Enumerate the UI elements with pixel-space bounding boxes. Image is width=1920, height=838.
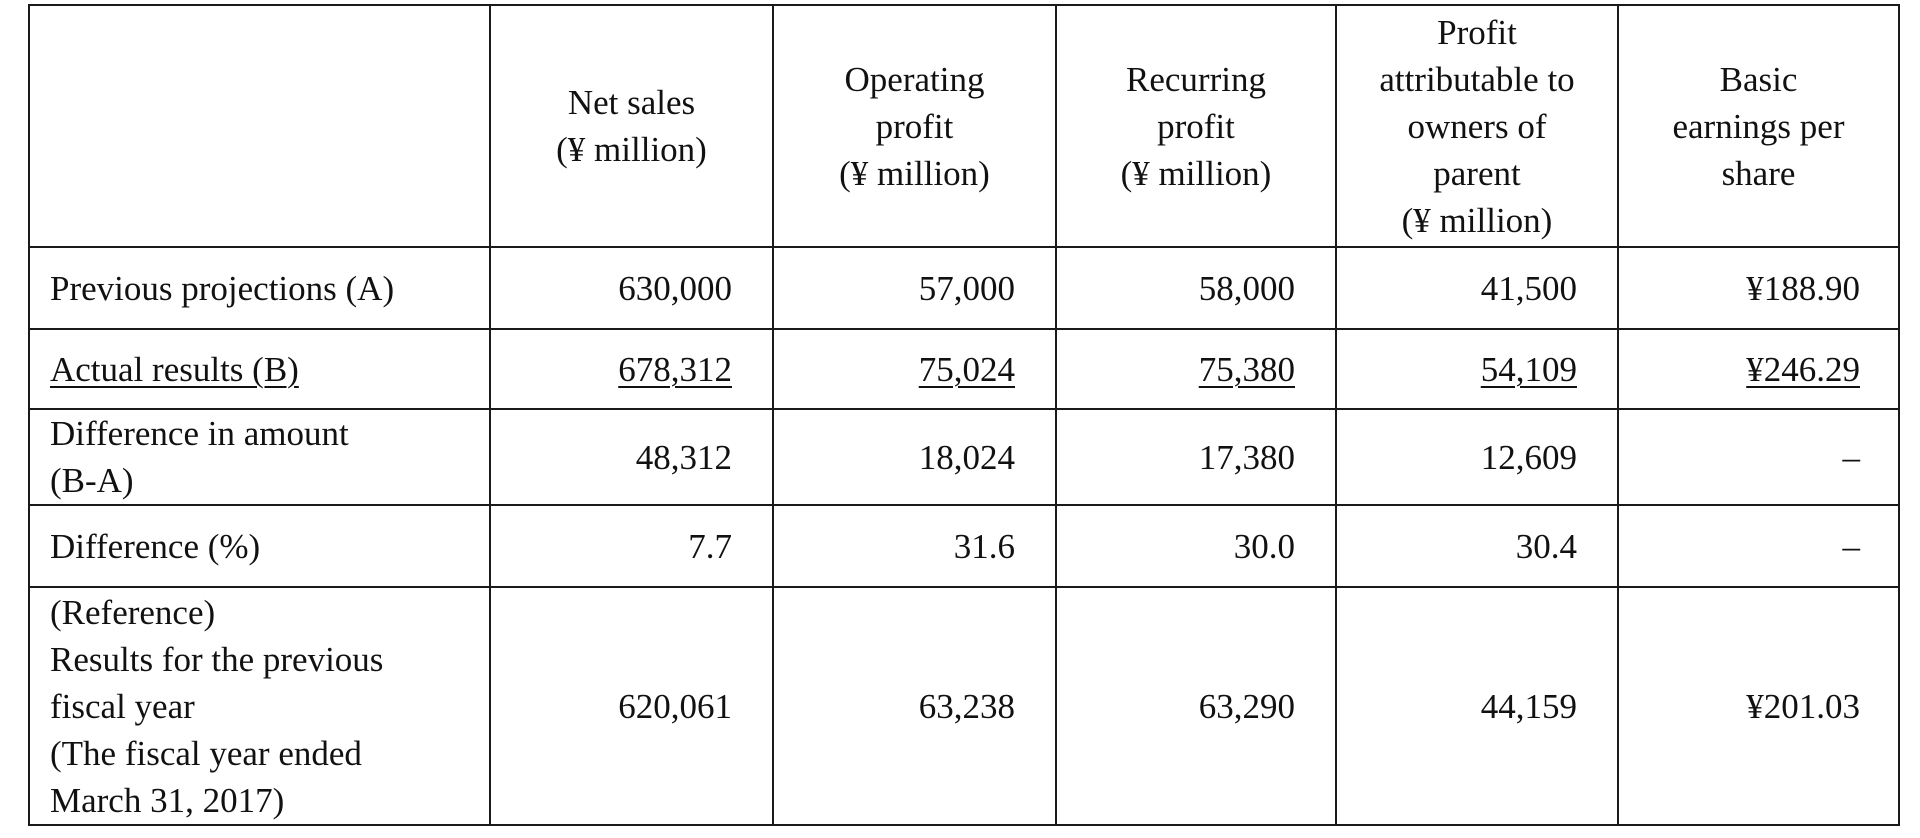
row-label-line: (The fiscal year ended	[50, 733, 362, 773]
header-cell-label	[28, 4, 491, 248]
cell-eps: –	[1617, 408, 1900, 506]
header-recurring-profit-line-1: Recurring	[1126, 59, 1266, 99]
cell-recurring-profit: 58,000	[1055, 246, 1337, 330]
table-row: Difference (%) 7.7 31.6 30.0 30.4 –	[28, 504, 1900, 588]
header-net-sales-line-2: (¥ million)	[556, 130, 707, 169]
header-eps-line-2: earnings per	[1672, 106, 1845, 146]
cell-value: 75,380	[1198, 349, 1295, 389]
cell-eps: –	[1617, 504, 1900, 588]
row-label-line: Actual results (B)	[50, 349, 299, 389]
row-label: Actual results (B)	[28, 328, 491, 410]
cell-profit-owners: 41,500	[1335, 246, 1619, 330]
results-table: Net sales (¥ million) Operating profit (…	[28, 4, 1900, 826]
cell-operating-profit: 63,238	[772, 586, 1057, 826]
cell-operating-profit: 75,024	[772, 328, 1057, 410]
header-eps-line-3: share	[1721, 153, 1796, 193]
table-row: Difference in amount (B-A) 48,312 18,024…	[28, 408, 1900, 506]
table-row: (Reference) Results for the previous fis…	[28, 586, 1900, 826]
cell-eps: ¥201.03	[1617, 586, 1900, 826]
cell-recurring-profit: 63,290	[1055, 586, 1337, 826]
header-profit-owners-line-3: owners of	[1407, 106, 1547, 146]
header-eps-line-1: Basic	[1719, 59, 1798, 99]
header-profit-owners-line-1: Profit	[1437, 12, 1517, 52]
row-label-line: fiscal year	[50, 686, 195, 726]
header-cell-recurring-profit: Recurring profit (¥ million)	[1055, 4, 1337, 248]
cell-profit-owners: 12,609	[1335, 408, 1619, 506]
cell-operating-profit: 18,024	[772, 408, 1057, 506]
cell-profit-owners: 44,159	[1335, 586, 1619, 826]
row-label: Difference (%)	[28, 504, 491, 588]
row-label-line: Difference in amount	[50, 414, 349, 453]
header-cell-operating-profit: Operating profit (¥ million)	[772, 4, 1057, 248]
cell-value: ¥246.29	[1746, 349, 1860, 389]
cell-net-sales: 620,061	[489, 586, 774, 826]
header-profit-owners-line-5: (¥ million)	[1401, 200, 1553, 240]
header-operating-profit-line-3: (¥ million)	[839, 153, 990, 193]
row-label-line: Previous projections (A)	[50, 268, 395, 308]
header-operating-profit-line-1: Operating	[844, 59, 985, 99]
row-label-line: (B-A)	[50, 461, 134, 500]
cell-recurring-profit: 75,380	[1055, 328, 1337, 410]
table-row: Previous projections (A) 630,000 57,000 …	[28, 246, 1900, 330]
row-label: Previous projections (A)	[28, 246, 491, 330]
table-row: Actual results (B) 678,312 75,024 75,380…	[28, 328, 1900, 410]
header-profit-owners-line-2: attributable to	[1379, 59, 1575, 99]
header-cell-eps: Basic earnings per share	[1617, 4, 1900, 248]
cell-profit-owners: 30.4	[1335, 504, 1619, 588]
cell-value: 54,109	[1480, 349, 1577, 389]
cell-net-sales: 678,312	[489, 328, 774, 410]
cell-eps: ¥246.29	[1617, 328, 1900, 410]
cell-value: 75,024	[918, 349, 1015, 389]
cell-net-sales: 7.7	[489, 504, 774, 588]
cell-recurring-profit: 17,380	[1055, 408, 1337, 506]
cell-operating-profit: 57,000	[772, 246, 1057, 330]
row-label-line: Difference (%)	[50, 526, 261, 566]
cell-profit-owners: 54,109	[1335, 328, 1619, 410]
cell-net-sales: 630,000	[489, 246, 774, 330]
header-cell-profit-owners: Profit attributable to owners of parent …	[1335, 4, 1619, 248]
cell-net-sales: 48,312	[489, 408, 774, 506]
cell-eps: ¥188.90	[1617, 246, 1900, 330]
header-cell-net-sales: Net sales (¥ million)	[489, 4, 774, 248]
header-recurring-profit-line-3: (¥ million)	[1120, 153, 1272, 193]
header-row: Net sales (¥ million) Operating profit (…	[28, 4, 1900, 248]
header-operating-profit-line-2: profit	[875, 106, 954, 146]
header-net-sales-line-1: Net sales	[567, 83, 696, 122]
cell-value: 678,312	[618, 349, 732, 389]
row-label-line: (Reference)	[50, 592, 216, 632]
cell-operating-profit: 31.6	[772, 504, 1057, 588]
cell-recurring-profit: 30.0	[1055, 504, 1337, 588]
row-label-line: March 31, 2017)	[50, 780, 285, 820]
row-label: (Reference) Results for the previous fis…	[28, 586, 491, 826]
header-recurring-profit-line-2: profit	[1157, 106, 1235, 146]
row-label-line: Results for the previous	[50, 639, 384, 679]
row-label: Difference in amount (B-A)	[28, 408, 491, 506]
header-profit-owners-line-4: parent	[1433, 153, 1521, 193]
